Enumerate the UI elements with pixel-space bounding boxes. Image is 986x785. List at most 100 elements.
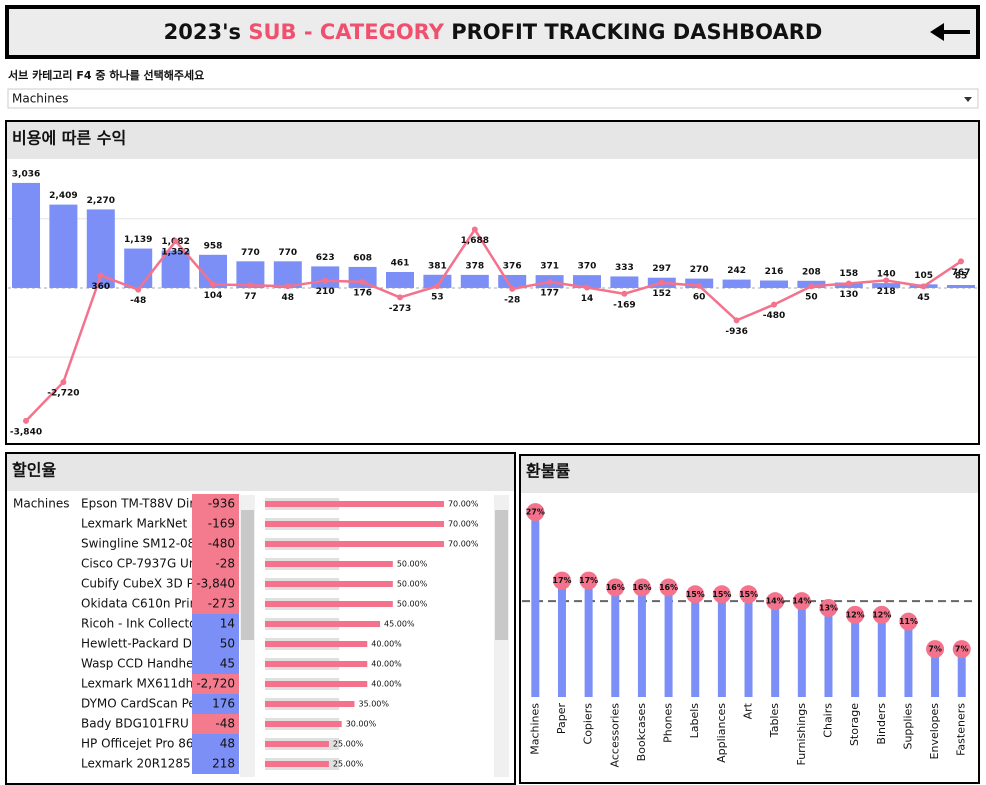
bar-label: 270	[690, 265, 709, 275]
bar	[947, 285, 975, 288]
bar	[904, 621, 913, 697]
bar-label: 3,036	[12, 169, 40, 179]
line-label: 77	[244, 292, 257, 302]
profit-point	[247, 282, 254, 289]
x-tick-label: Paper	[555, 703, 568, 735]
value-label: 14%	[766, 597, 785, 606]
value-label: 16%	[606, 583, 625, 592]
profit-point	[584, 284, 590, 291]
profit: -480	[208, 537, 235, 551]
panel-header	[7, 122, 978, 159]
x-tick-label: Tables	[768, 703, 781, 738]
discount-label: 50.00%	[397, 560, 428, 569]
marker	[952, 640, 971, 659]
profit: 48	[220, 737, 235, 751]
marker	[739, 585, 758, 604]
product: Lexmark 20R1285 ..	[81, 757, 202, 771]
profit-point	[883, 277, 890, 284]
discount-bar	[265, 761, 329, 767]
discount-label: 40.00%	[371, 660, 402, 669]
bar	[49, 204, 78, 288]
bar	[610, 276, 639, 288]
profit-point	[135, 286, 142, 293]
profit-point	[60, 379, 67, 386]
discount-label: 25.00%	[333, 760, 364, 769]
bar-label: 623	[316, 253, 335, 263]
profit-cell	[192, 614, 239, 634]
x-tick-label: Envelopes	[928, 703, 941, 760]
marker	[632, 578, 651, 597]
value-label: 15%	[686, 590, 705, 599]
product: HP Officejet Pro 86..	[81, 737, 201, 751]
product: Lexmark MX611dh..	[81, 677, 201, 691]
profit-cell	[192, 534, 239, 554]
bar	[531, 512, 540, 697]
discount-label: 25.00%	[333, 740, 364, 749]
line-label: -28	[504, 295, 520, 305]
x-tick-label: Accessories	[608, 703, 621, 768]
profit: 218	[212, 757, 235, 771]
bar-label: 371	[540, 262, 559, 272]
bar-label: 958	[204, 241, 223, 251]
bar	[744, 594, 753, 697]
x-tick-label: Art	[742, 702, 755, 719]
marker	[899, 612, 918, 631]
marker	[872, 605, 891, 624]
product: DYMO CardScan Pe..	[81, 697, 203, 711]
bar-label: 608	[353, 253, 372, 263]
profit-point	[621, 290, 628, 297]
x-tick-label: Supplies	[901, 703, 914, 750]
scroll-thumb[interactable]	[241, 510, 254, 640]
scroll-thumb[interactable]	[495, 510, 508, 640]
profit-point	[808, 283, 815, 290]
profit: -2,720	[196, 677, 235, 691]
discount-label: 45.00%	[384, 620, 415, 629]
discount-bar	[265, 621, 381, 627]
selector-label: 서브 카테고리 F4 중 하나를 선택해주세요	[8, 68, 204, 82]
x-tick-label: Fasteners	[955, 703, 968, 756]
line-label: 210	[316, 287, 335, 297]
profit-point	[733, 317, 740, 324]
back-arrow[interactable]	[930, 23, 970, 41]
bar-label: 105	[914, 271, 933, 281]
marker	[606, 578, 625, 597]
value-label: 13%	[819, 603, 838, 612]
discount-label: 50.00%	[397, 580, 428, 589]
line-label: -3,840	[10, 427, 42, 437]
value-label: 12%	[846, 610, 865, 619]
bar	[664, 587, 673, 697]
bar-label: 208	[802, 267, 821, 277]
bar	[460, 274, 489, 288]
discount-bar	[265, 641, 368, 647]
bar-label: 770	[241, 248, 260, 258]
profit: -28	[215, 557, 235, 571]
dropdown[interactable]: Machines	[7, 88, 979, 109]
marker	[712, 585, 731, 604]
profit-cell	[192, 594, 239, 614]
product: Okidata C610n Prin..	[81, 597, 205, 611]
x-tick-label: Furnishings	[795, 703, 808, 766]
discount-label: 70.00%	[448, 500, 479, 509]
product: Cisco CP-7937G Un..	[81, 557, 204, 571]
bar	[824, 607, 833, 697]
bar	[717, 594, 726, 697]
profit-cell	[192, 554, 239, 574]
marker	[792, 592, 811, 611]
x-tick-label: Appliances	[715, 703, 728, 763]
product: Hewlett-Packard D..	[81, 637, 199, 651]
value-label: 16%	[659, 583, 678, 592]
bar-label: 2,270	[87, 196, 115, 206]
profit: 14	[220, 617, 235, 631]
profit-point	[696, 282, 703, 289]
x-tick-label: Bookcases	[635, 703, 648, 762]
title-highlight: SUB - CATEGORY	[248, 20, 444, 44]
value-label: 16%	[632, 583, 651, 592]
bar	[931, 649, 940, 697]
profit-point	[397, 294, 403, 301]
title-part: PROFIT TRACKING DASHBOARD	[444, 20, 822, 44]
marker	[659, 578, 678, 597]
profit-point	[509, 285, 516, 292]
title-part: 2023's	[164, 20, 249, 44]
bar-label: 216	[765, 267, 784, 277]
